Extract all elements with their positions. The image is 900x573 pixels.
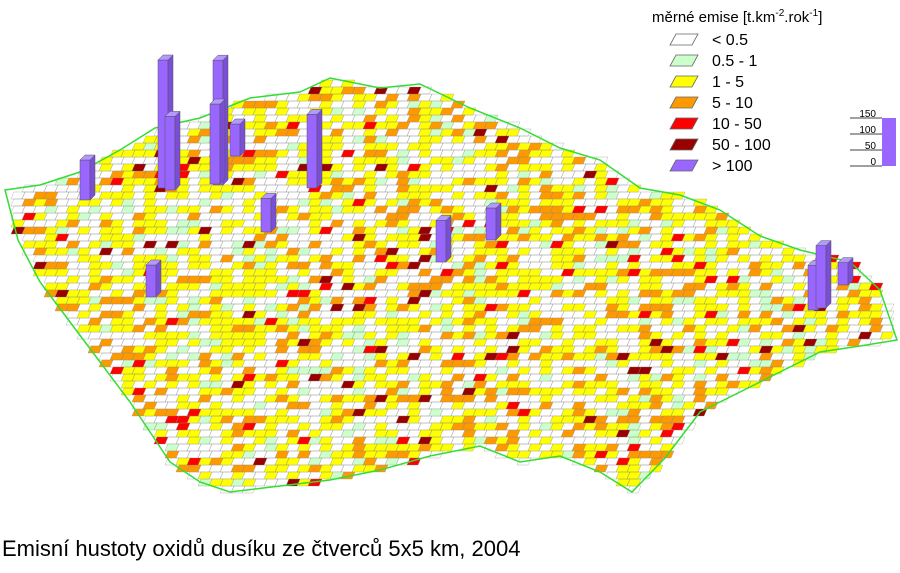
emission-peak	[145, 259, 162, 298]
emission-map	[4, 54, 898, 494]
peak-front	[485, 207, 497, 241]
peak-top	[837, 257, 854, 263]
peak-top	[815, 240, 832, 246]
peak-top	[229, 118, 246, 125]
country-border	[4, 77, 898, 493]
peak-top	[157, 54, 174, 61]
emission-peak	[229, 118, 246, 157]
legend: < 0.5 0.5 - 1 1 - 5 5 - 10 10 - 50 50 - 100 > …	[669, 32, 771, 175]
peak-top	[212, 54, 229, 61]
peak-front	[145, 264, 157, 298]
map-cells	[21, 121, 884, 487]
peak-top	[435, 215, 452, 221]
peak-top	[164, 111, 181, 117]
emission-peak	[79, 154, 96, 201]
peak-side	[825, 239, 832, 309]
scale-tick-label: 150	[859, 109, 876, 120]
legend-swatch	[669, 117, 699, 130]
emission-peak	[485, 202, 502, 241]
peak-front	[815, 245, 827, 309]
peak-side	[495, 202, 502, 241]
legend-swatch	[669, 33, 699, 46]
peak-front	[229, 123, 241, 157]
scale-tick-label: 50	[865, 141, 877, 152]
legend-swatch	[669, 96, 699, 109]
legend-swatch	[669, 75, 699, 88]
peak-top	[485, 202, 502, 209]
peak-front	[837, 262, 849, 286]
legend-label: 1 - 5	[712, 74, 744, 91]
legend-swatch	[669, 138, 699, 151]
peak-side	[239, 118, 246, 157]
peak-top	[79, 154, 96, 161]
legend-label: 10 - 50	[712, 116, 762, 133]
peak-front	[209, 103, 221, 185]
peak-front	[435, 220, 447, 263]
peak-side	[155, 259, 162, 298]
peak-side	[219, 98, 226, 185]
emission-peak	[209, 98, 226, 185]
emission-peak	[815, 239, 832, 309]
emission-peak	[435, 214, 452, 263]
caption: Emisní hustoty oxidů dusíku ze čtverců 5…	[2, 536, 520, 561]
legend-swatch	[669, 159, 699, 172]
legend-title: měrné emise [t.km-2.rok-1]	[652, 8, 822, 26]
emission-peak	[837, 256, 854, 286]
emission-peak	[306, 108, 323, 189]
peak-side	[270, 192, 277, 233]
peak-side	[445, 214, 452, 263]
peak-side	[174, 110, 181, 191]
emission-peak	[164, 110, 181, 191]
height-scale: 0 50 100 150	[850, 109, 896, 168]
emission-peak	[260, 192, 277, 233]
peak-top	[145, 259, 162, 266]
legend-label: < 0.5	[712, 32, 748, 49]
peak-front	[79, 159, 91, 201]
legend-swatch	[669, 54, 699, 67]
peak-side	[316, 108, 323, 189]
peak-front	[260, 198, 272, 233]
legend-label: > 100	[712, 158, 753, 175]
peak-front	[306, 114, 318, 189]
scale-tick-label: 0	[870, 157, 876, 168]
peak-side	[89, 154, 96, 201]
scale-tick-label: 100	[859, 125, 876, 136]
map-cells	[21, 86, 884, 480]
legend-label: 50 - 100	[712, 137, 771, 154]
legend-label: 5 - 10	[712, 95, 753, 112]
peak-top	[260, 193, 277, 199]
peak-top	[306, 109, 323, 115]
legend-label: 0.5 - 1	[712, 53, 757, 70]
peak-front	[164, 116, 176, 191]
scale-bar	[882, 118, 896, 166]
peak-top	[209, 98, 226, 105]
